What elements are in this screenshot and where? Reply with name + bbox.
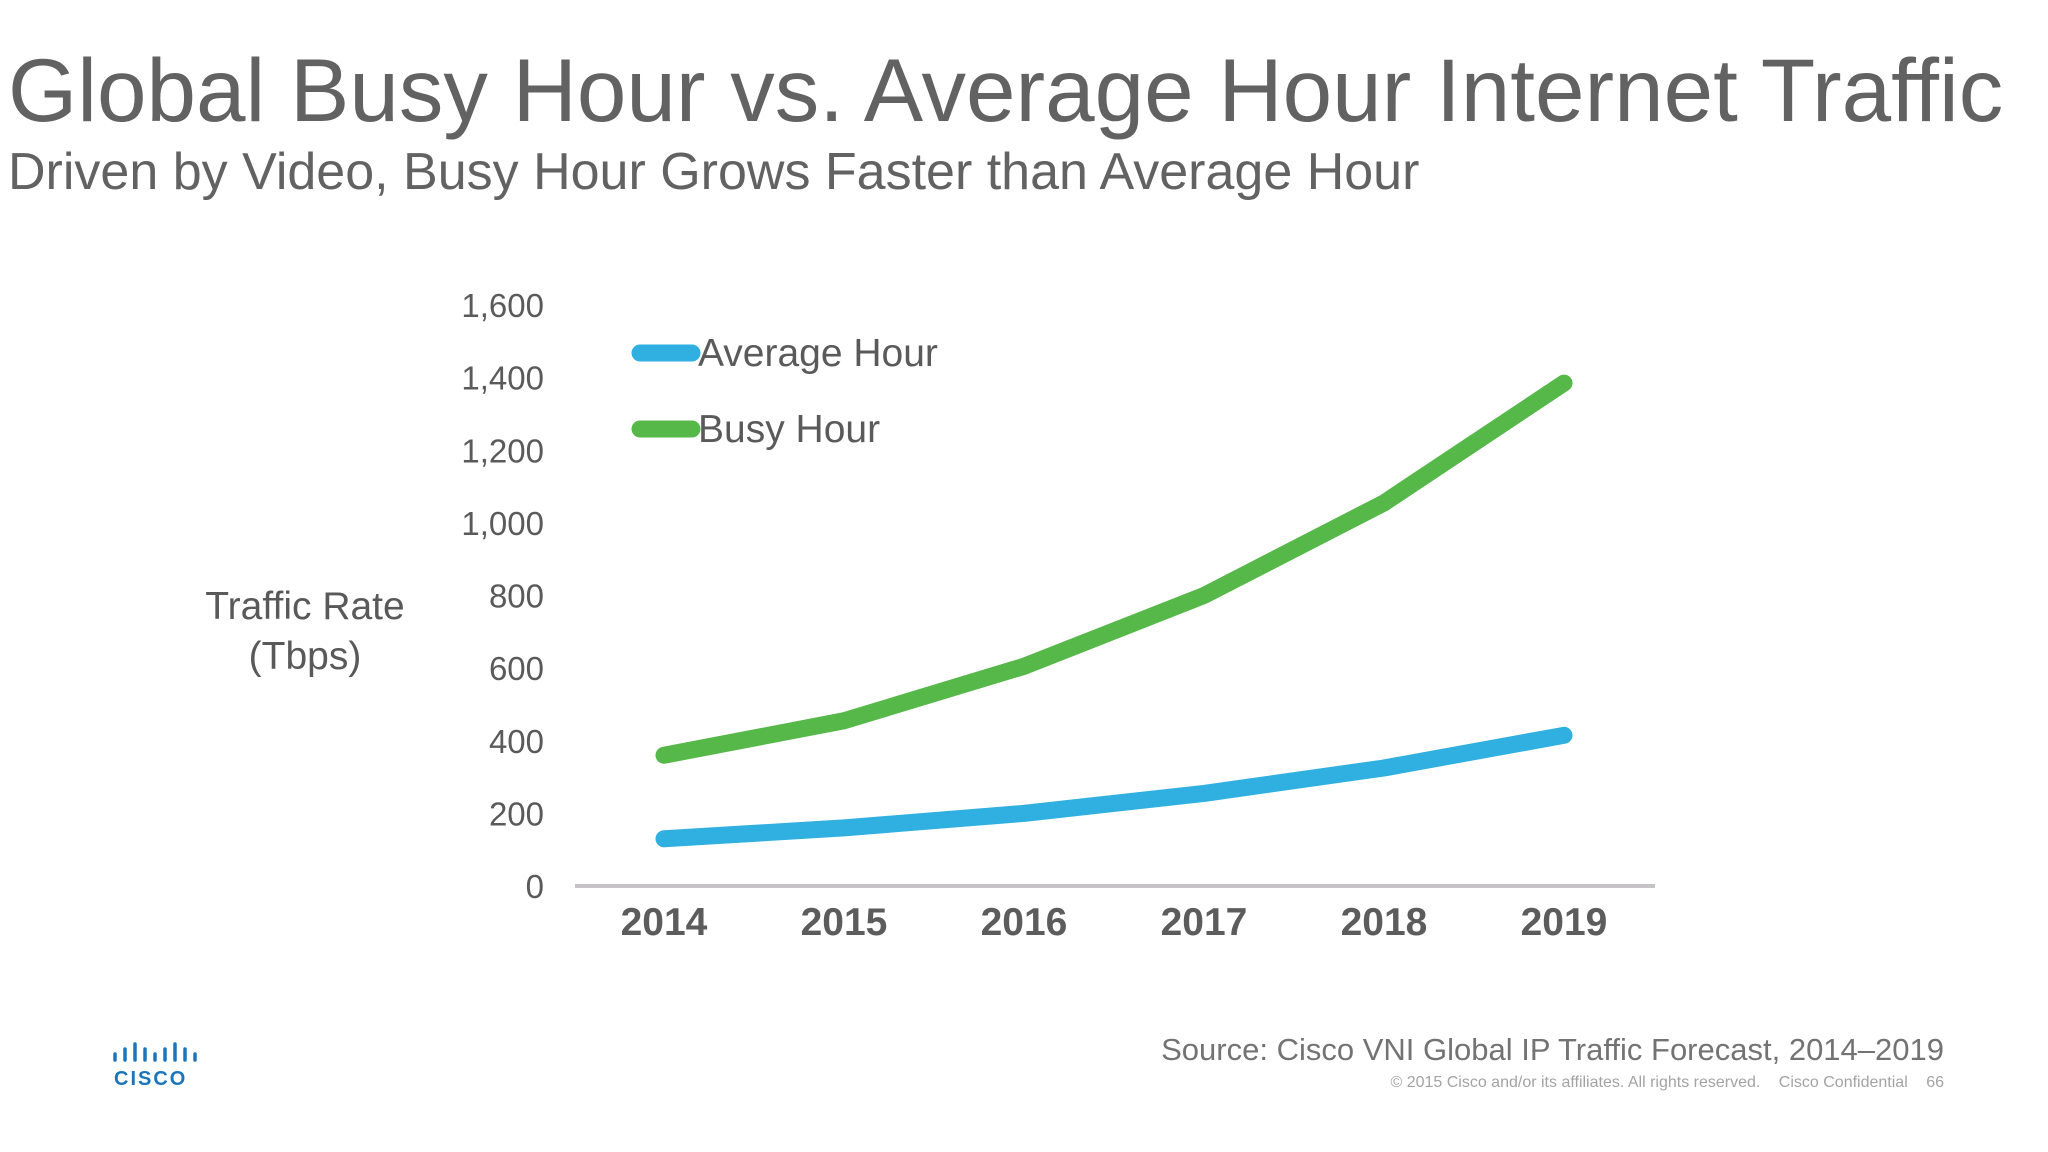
page-title: Global Busy Hour vs. Average Hour Intern… [8, 40, 2004, 140]
y-tick-label: 400 [489, 723, 544, 760]
y-tick-label: 1,600 [461, 287, 544, 324]
x-tick-label: 2018 [1341, 901, 1428, 944]
legend-label: Busy Hour [698, 408, 880, 451]
page-subtitle: Driven by Video, Busy Hour Grows Faster … [8, 143, 1420, 201]
y-tick-label: 1,400 [461, 360, 544, 397]
x-tick-label: 2017 [1161, 901, 1248, 944]
page-number: 66 [1926, 1074, 1944, 1091]
y-axis-label-line-2: (Tbps) [248, 634, 362, 678]
copyright-text: © 2015 Cisco and/or its affiliates. All … [1390, 1074, 1761, 1091]
series-line-busy-hour [655, 374, 1573, 764]
confidential-label: Cisco Confidential [1778, 1074, 1908, 1091]
y-tick-label: 200 [489, 795, 544, 832]
y-tick-label: 1,200 [461, 432, 544, 469]
cisco-wordmark: CISCO [114, 1068, 188, 1090]
cisco-logo: CISCO [110, 1040, 200, 1090]
y-tick-label: 800 [489, 578, 544, 615]
legend-label: Average Hour [698, 332, 938, 375]
x-tick-label: 2015 [801, 901, 888, 944]
y-axis-label-line-1: Traffic Rate [205, 585, 405, 628]
y-tick-label: 600 [489, 650, 544, 687]
y-tick-label: 0 [526, 868, 544, 905]
series-line-average-hour [655, 726, 1573, 848]
y-tick-label: 1,000 [461, 505, 544, 542]
source-note: Source: Cisco VNI Global IP Traffic Fore… [1161, 1032, 1944, 1067]
copyright-footer: © 2015 Cisco and/or its affiliates. All … [1376, 1074, 1944, 1092]
x-tick-label: 2014 [621, 901, 708, 944]
cisco-bridge-icon [113, 1042, 197, 1062]
y-axis-label: Traffic Rate (Tbps) [150, 582, 460, 682]
x-tick-label: 2016 [981, 901, 1068, 944]
x-tick-label: 2019 [1521, 901, 1608, 944]
